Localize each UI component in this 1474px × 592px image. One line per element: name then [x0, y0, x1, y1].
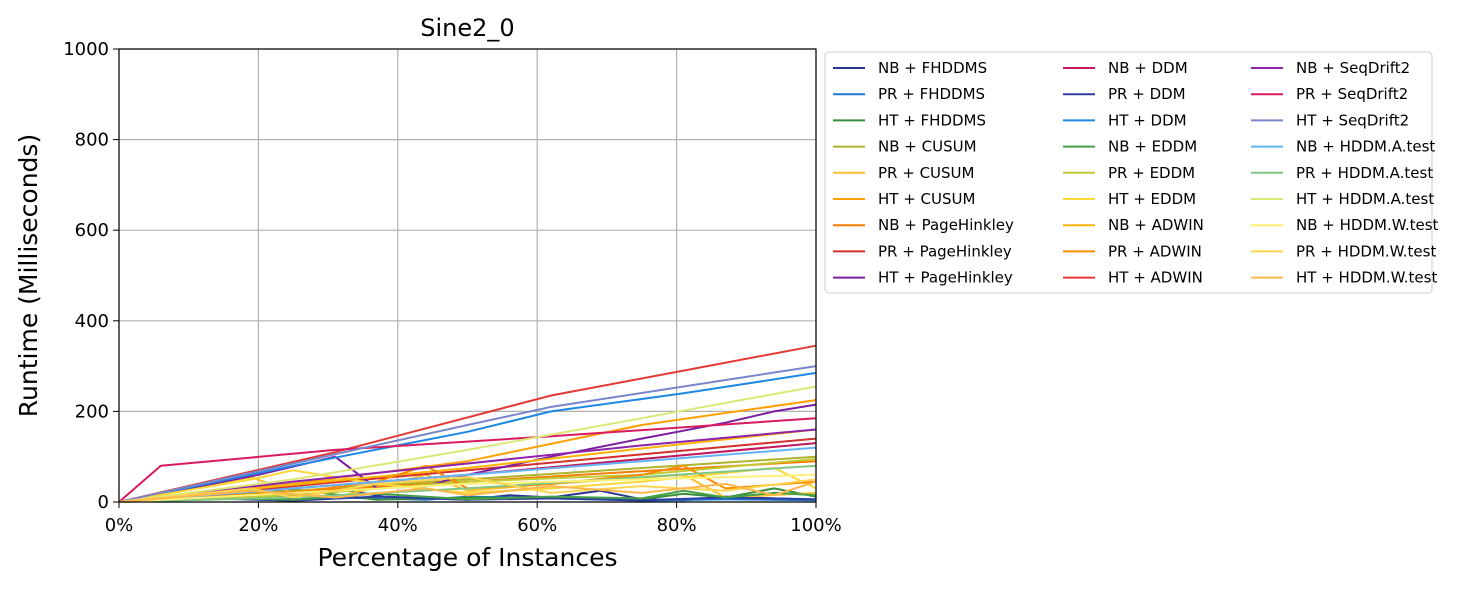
legend-label: HT + HDDM.W.test — [1296, 269, 1437, 287]
legend-label: NB + ADWIN — [1108, 216, 1204, 234]
legend-label: NB + FHDDMS — [878, 59, 987, 77]
legend-label: NB + HDDM.A.test — [1296, 138, 1435, 156]
legend-label: PR + SeqDrift2 — [1296, 85, 1408, 103]
y-tick-label: 400 — [75, 311, 109, 332]
legend-box — [824, 51, 1433, 294]
plot-frame — [118, 48, 817, 503]
legend-label: NB + PageHinkley — [878, 216, 1014, 234]
legend-label: HT + DDM — [1108, 111, 1187, 129]
legend-label: HT + ADWIN — [1108, 269, 1203, 287]
legend-label: PR + EDDM — [1108, 164, 1195, 182]
legend-label: HT + CUSUM — [878, 190, 975, 208]
legend-label: NB + HDDM.W.test — [1296, 216, 1439, 234]
legend-label: HT + HDDM.A.test — [1296, 190, 1434, 208]
y-axis-label: Runtime (Milliseconds) — [14, 134, 43, 417]
x-axis-label: Percentage of Instances — [318, 543, 618, 572]
chart-title: Sine2_0 — [420, 14, 514, 42]
legend-label: PR + CUSUM — [878, 164, 974, 182]
series-line — [118, 365, 817, 503]
series-lines — [118, 344, 817, 503]
legend-label: PR + HDDM.A.test — [1296, 164, 1433, 182]
legend-label: HT + FHDDMS — [878, 111, 986, 129]
y-tick-label: 800 — [75, 130, 109, 151]
legend-label: PR + ADWIN — [1108, 242, 1202, 260]
legend-label: HT + EDDM — [1108, 190, 1196, 208]
x-tick-label: 20% — [238, 515, 278, 536]
legend-label: HT + SeqDrift2 — [1296, 111, 1409, 129]
y-tick-label: 1000 — [63, 39, 109, 60]
legend-label: NB + CUSUM — [878, 138, 977, 156]
legend-label: PR + HDDM.W.test — [1296, 242, 1436, 260]
y-tick-label: 200 — [75, 401, 109, 422]
legend-label: NB + EDDM — [1108, 138, 1197, 156]
axis-ticks: 0% 20% 40% 60% 80% 100% 0 200 400 600 800 1000 — [63, 39, 842, 536]
x-tick-label: 100% — [790, 515, 841, 536]
y-tick-label: 600 — [75, 220, 109, 241]
legend-label: NB + DDM — [1108, 59, 1188, 77]
legend-label: NB + SeqDrift2 — [1296, 59, 1410, 77]
legend-label: PR + FHDDMS — [878, 85, 985, 103]
series-line — [118, 473, 817, 503]
series-line — [118, 417, 817, 503]
series-line — [118, 480, 817, 503]
series-line — [118, 458, 817, 503]
legend-label: PR + DDM — [1108, 85, 1186, 103]
y-tick-label: 0 — [98, 492, 109, 513]
series-line — [118, 371, 817, 503]
grid-lines — [118, 48, 817, 503]
series-line — [118, 344, 817, 503]
x-tick-label: 40% — [378, 515, 418, 536]
x-tick-label: 60% — [517, 515, 557, 536]
x-tick-label: 0% — [105, 515, 134, 536]
series-line — [118, 428, 817, 503]
legend-label: HT + PageHinkley — [878, 269, 1013, 287]
series-line — [118, 467, 817, 503]
series-line — [118, 385, 817, 503]
x-tick-label: 80% — [657, 515, 697, 536]
legend: NB + FHDDMS PR + FHDDMS HT + FHDDMS NB + CU… — [824, 51, 1439, 294]
legend-label: PR + PageHinkley — [878, 242, 1012, 260]
series-line — [118, 464, 817, 503]
